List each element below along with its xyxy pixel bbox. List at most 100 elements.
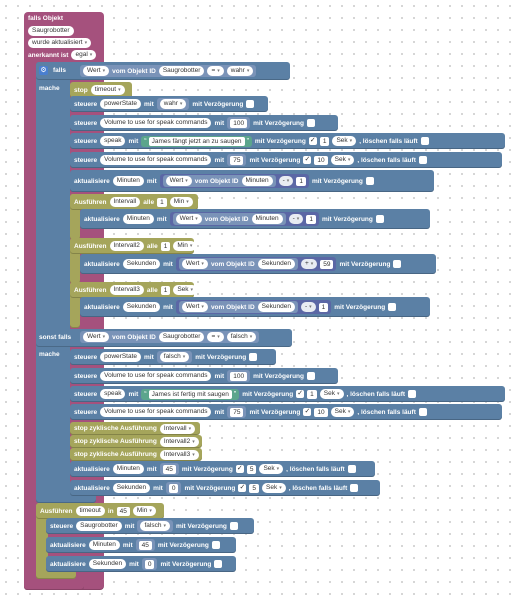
math-op-dropdown[interactable]: - ▾ (300, 302, 316, 312)
interval1-every-input[interactable]: 1 (157, 197, 167, 207)
condition-2[interactable]: Wert ▾ vom Objekt ID Saugrobotter = ▾ fals… (80, 331, 260, 343)
timeout-target-object[interactable]: Saugrobotter (76, 521, 122, 531)
speak-text-block[interactable]: “James fängt jetzt an zu saugen” (141, 135, 252, 147)
delay-checkbox-checked[interactable]: ✓ (303, 408, 312, 416)
interval1-name[interactable]: Intervall (109, 197, 141, 207)
volume-value-block[interactable]: 75 (227, 406, 247, 418)
volume-value-input[interactable]: 75 (230, 155, 244, 165)
getter-prop-dropdown[interactable]: Wert ▾ (165, 176, 192, 186)
volume-object[interactable]: Volume to use for speak commands (100, 155, 212, 165)
interval2-update-row[interactable]: aktualisiere Sekunden mit Wert ▾ vom Obje… (80, 254, 436, 274)
interval2-every-input[interactable]: 1 (160, 241, 171, 251)
delay-checkbox[interactable] (388, 303, 397, 311)
stop-interval3-dropdown[interactable]: Intervall3 ▾ (159, 449, 199, 460)
stop-interval3-block[interactable]: stop zyklische Ausführung Intervall3 ▾ (70, 448, 202, 461)
interval2-getter[interactable]: Wert ▾ vom Objekt ID Sekunden (178, 258, 298, 270)
delay-unit-dropdown[interactable]: Sek ▾ (332, 136, 357, 146)
delay-value-input[interactable]: 5 (246, 464, 257, 474)
minuten-value-input[interactable]: 45 (138, 540, 152, 550)
interval3-math-block[interactable]: Wert ▾ vom Objekt ID Sekunden - ▾ 1 (175, 300, 332, 314)
condition-1[interactable]: Wert ▾ vom Objekt ID Saugrobotter = ▾ wahr… (80, 65, 257, 77)
speak-text-block[interactable]: “James ist fertig mit saugen” (141, 388, 240, 400)
getter-object[interactable]: Minuten (251, 214, 283, 224)
interval1-target[interactable]: Minuten (122, 214, 154, 224)
powerstate-value-block[interactable]: wahr ▾ (156, 98, 190, 110)
delay-checkbox[interactable] (246, 100, 255, 108)
delay-checkbox[interactable] (249, 353, 258, 361)
delay-value-input[interactable]: 5 (249, 483, 259, 493)
timeout-value-dropdown[interactable]: falsch ▾ (140, 521, 170, 531)
getter-prop-dropdown[interactable]: Wert ▾ (175, 214, 202, 224)
delay-checkbox[interactable] (214, 560, 223, 568)
math-op-dropdown[interactable]: - ▾ (278, 176, 294, 186)
interval1-math-block[interactable]: Wert ▾ vom Objekt ID Minuten - ▾ 1 (169, 212, 319, 226)
sekunden-object[interactable]: Sekunden (88, 559, 127, 569)
interval2-target[interactable]: Sekunden (122, 259, 161, 269)
getter-object[interactable]: Sekunden (257, 302, 295, 312)
if-settings[interactable]: ⚙ (39, 66, 48, 75)
clear-running-checkbox[interactable] (408, 390, 417, 398)
stop-interval1-block[interactable]: stop zyklische Ausführung Intervall ▾ (70, 422, 200, 435)
interval3-getter[interactable]: Wert ▾ vom Objekt ID Sekunden (178, 301, 298, 313)
minuten-object[interactable]: Minuten (112, 464, 144, 474)
trigger-object-pill[interactable]: Saugrobotter (28, 26, 74, 36)
sekunden-value-block[interactable]: 0 (165, 482, 182, 494)
if-block[interactable] (36, 62, 70, 500)
delay-checkbox[interactable] (375, 215, 384, 223)
powerstate-value-dropdown[interactable]: falsch ▾ (159, 352, 190, 362)
delay-unit-dropdown[interactable]: Sek ▾ (259, 464, 284, 474)
delay-checkbox-checked[interactable]: ✓ (235, 465, 244, 473)
timeout-value-input[interactable]: 45 (116, 506, 130, 516)
getter-prop-dropdown[interactable]: Wert ▾ (181, 259, 208, 269)
update-minuten-row-2[interactable]: aktualisiere Minuten mit 45 mit Verzöger… (70, 461, 375, 477)
control-volume-row-3[interactable]: steuere Volume to use for speak commands… (70, 368, 338, 384)
math-num-input[interactable]: 1 (296, 176, 306, 186)
cond1-value-dropdown[interactable]: wahr ▾ (226, 66, 254, 76)
speak-text-input[interactable]: James fängt jetzt an zu saugen (148, 136, 245, 146)
speak-object[interactable]: speak (100, 389, 126, 399)
sekunden-value-input[interactable]: 0 (168, 483, 179, 493)
clear-running-checkbox[interactable] (350, 484, 359, 492)
trigger-event[interactable]: wurde aktualisiert ▾ (28, 38, 92, 48)
speak-text-input[interactable]: James ist fertig mit saugen (148, 389, 232, 399)
cond2-value-dropdown[interactable]: falsch ▾ (226, 332, 257, 342)
delay-checkbox[interactable] (393, 260, 402, 268)
sekunden-value-input[interactable]: 0 (144, 559, 155, 569)
timeout-update-minuten-row[interactable]: aktualisiere Minuten mit 45 mit Verzöger… (46, 537, 236, 553)
clear-running-checkbox[interactable] (420, 137, 429, 145)
update-minuten-row[interactable]: aktualisiere Minuten mit Wert ▾ vom Objek… (70, 170, 434, 192)
timeout-update-sekunden-row[interactable]: aktualisiere Sekunden mit 0 mit Verzöger… (46, 556, 236, 572)
powerstate-object[interactable]: powerState (100, 99, 142, 109)
stop-interval2-block[interactable]: stop zyklische Ausführung Intervall2 ▾ (70, 435, 202, 448)
cond1-object[interactable]: Saugrobotter (158, 66, 205, 76)
delay-unit-dropdown[interactable]: Sek ▾ (330, 155, 355, 165)
volume-value-block[interactable]: 100 (227, 117, 251, 129)
delay-value-input[interactable]: 1 (319, 136, 330, 146)
delay-value-input[interactable]: 10 (314, 155, 328, 165)
cond1-op-dropdown[interactable]: = ▾ (207, 66, 224, 76)
volume-object[interactable]: Volume to use for speak commands (100, 118, 212, 128)
minuten-object[interactable]: Minuten (88, 540, 120, 550)
volume-value-input[interactable]: 75 (230, 407, 244, 417)
timeout-name[interactable]: timeout (75, 506, 105, 516)
interval1-getter[interactable]: Wert ▾ vom Objekt ID Minuten (172, 213, 286, 225)
getter-prop-dropdown[interactable]: Wert ▾ (181, 302, 208, 312)
control-volume-row-1[interactable]: steuere Volume to use for speak commands… (70, 115, 338, 131)
math-op-dropdown[interactable]: + ▾ (300, 259, 318, 269)
interval1-update-row[interactable]: aktualisiere Minuten mit Wert ▾ vom Objek… (80, 209, 430, 229)
timeout-unit-dropdown[interactable]: Min ▾ (132, 506, 156, 516)
minuten-math-block[interactable]: Wert ▾ vom Objekt ID Minuten - ▾ 1 (159, 174, 309, 188)
getter-object[interactable]: Sekunden (257, 259, 295, 269)
clear-running-checkbox[interactable] (418, 408, 427, 416)
update-sekunden-row[interactable]: aktualisiere Sekunden mit 0 mit Verzöger… (70, 480, 380, 496)
cond2-op-dropdown[interactable]: = ▾ (207, 332, 224, 342)
powerstate-value-dropdown[interactable]: wahr ▾ (159, 99, 187, 109)
control-volume-row-2[interactable]: steuere Volume to use for speak commands… (70, 152, 502, 168)
minuten-value-getter[interactable]: Wert ▾ vom Objekt ID Minuten (162, 175, 276, 187)
sekunden-object[interactable]: Sekunden (112, 483, 151, 493)
control-powerstate-row-2[interactable]: steuere powerState mit falsch ▾ mit Verzö… (70, 349, 276, 365)
delay-checkbox-checked[interactable]: ✓ (303, 156, 312, 164)
interval3-every-input[interactable]: 1 (160, 285, 171, 295)
delay-value-input[interactable]: 1 (307, 389, 317, 399)
control-speak-row-1[interactable]: steuere speak mit “James fängt jetzt an … (70, 133, 505, 149)
